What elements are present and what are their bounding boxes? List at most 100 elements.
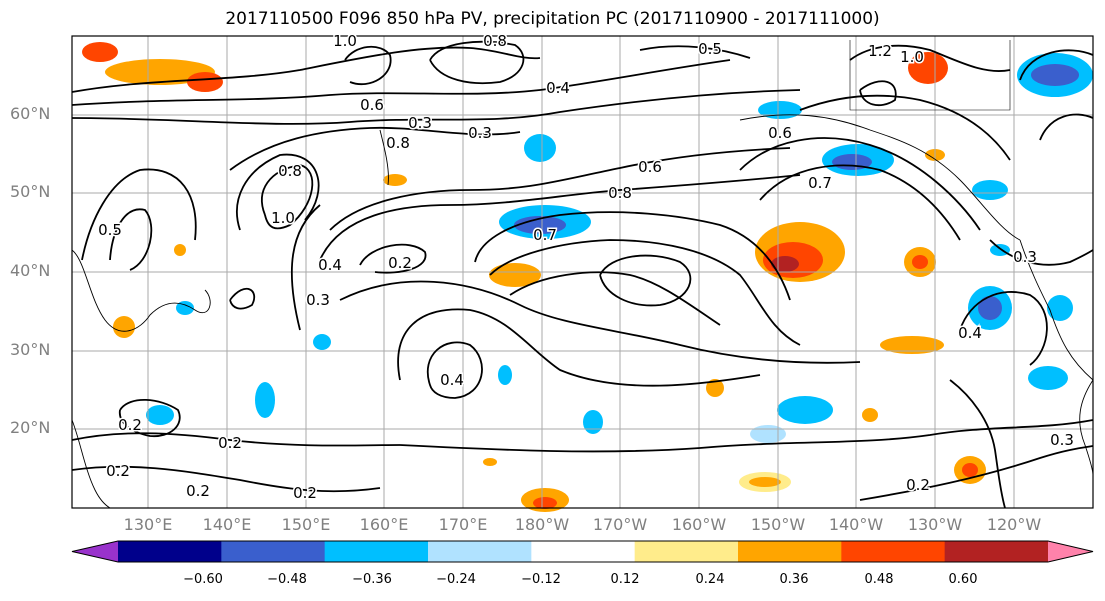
coastlines [71, 40, 1094, 509]
precip-patch [880, 336, 944, 354]
pv-contour [109, 208, 153, 271]
lat-label: 40°N [10, 261, 51, 280]
pv-contour [1019, 49, 1094, 81]
colorbar [71, 540, 1094, 563]
colorbar-tick-label: −0.24 [436, 572, 476, 587]
pv-contour [71, 89, 801, 125]
precip-patch [524, 134, 556, 162]
pv-contour [236, 153, 320, 231]
lon-label: 160°E [359, 515, 409, 534]
pv-contour [849, 44, 1011, 72]
colorbar-swatch [118, 541, 222, 562]
pv-contour [81, 168, 197, 261]
contour-label: 0.4 [546, 79, 570, 97]
lon-label: 140°E [202, 515, 252, 534]
colorbar-tick-label: 0.36 [779, 572, 809, 587]
precip-patch [514, 216, 566, 234]
colorbar-swatch [634, 541, 739, 562]
contour-label: 1.0 [271, 209, 295, 227]
precip-patch [174, 244, 186, 256]
colorbar-swatch [72, 541, 118, 562]
pv-contour [859, 445, 1094, 501]
contour-label: 0.3 [1013, 248, 1037, 266]
lon-label: 180°W [514, 515, 570, 534]
contour-label: 0.8 [483, 32, 507, 50]
coastline [379, 129, 389, 186]
coastline [71, 419, 111, 509]
contour-label: 0.3 [306, 291, 330, 309]
precip-patch [777, 396, 833, 424]
pv-contour [639, 45, 751, 59]
contour-label: 0.5 [98, 221, 122, 239]
coastline [849, 40, 1011, 111]
lat-label: 30°N [10, 340, 51, 359]
contour-label: 1.0 [333, 32, 357, 50]
lon-label: 150°E [281, 515, 331, 534]
precip-patch [972, 180, 1008, 200]
precip-patch [706, 379, 724, 397]
pv-contour [319, 174, 801, 261]
pv-contour [71, 59, 731, 106]
pv-contour [1039, 113, 1094, 141]
colorbar-swatch [428, 541, 532, 562]
colorbar-tick-label: 0.60 [948, 572, 978, 587]
lat-label: 60°N [10, 104, 51, 123]
contour-label: 0.8 [386, 134, 410, 152]
colorbar-swatch [738, 541, 842, 562]
colorbar-swatch [841, 541, 946, 562]
colorbar-outline [71, 540, 1094, 563]
precip-patch [105, 59, 215, 85]
pv-contour [71, 465, 381, 493]
lon-label: 170°W [592, 515, 648, 534]
precip-patch [1031, 64, 1079, 86]
contour-label: 0.2 [118, 416, 142, 434]
contour-label: 0.3 [1050, 431, 1074, 449]
colorbar-tick-label: −0.60 [183, 572, 223, 587]
contour-label: 0.4 [958, 324, 982, 342]
colorbar-tick-label: 0.24 [695, 572, 725, 587]
lon-label: 140°W [828, 515, 884, 534]
contour-label: 0.8 [278, 162, 302, 180]
pv-contour [509, 271, 721, 326]
lon-label: 120°W [986, 515, 1042, 534]
coastline [1079, 379, 1094, 476]
contour-label: 0.6 [638, 158, 662, 176]
pv-contour [739, 137, 981, 231]
precip-patch [749, 477, 781, 487]
coastline [71, 249, 211, 332]
colorbar-tick-label: −0.36 [352, 572, 392, 587]
pv-contour [759, 164, 961, 241]
pv-contour [344, 46, 392, 86]
precip-patch [908, 52, 948, 84]
contour-label: 0.2 [388, 254, 412, 272]
precip-patch [187, 72, 223, 92]
precip-patch [176, 301, 194, 315]
contour-label: 0.8 [608, 184, 632, 202]
colorbar-tick-label: −0.48 [267, 572, 307, 587]
precip-patch [489, 263, 541, 287]
pv-contour [949, 379, 1006, 509]
colorbar-tick-label: 0.48 [864, 572, 894, 587]
lat-label: 50°N [10, 182, 51, 201]
lon-label: 130°W [907, 515, 963, 534]
precip-patch [498, 365, 512, 385]
contour-label: 0.6 [360, 96, 384, 114]
contour-label: 0.2 [218, 434, 242, 452]
pv-contour [399, 419, 1094, 453]
contour-label: 1.0 [900, 48, 924, 66]
lon-label: 170°E [438, 515, 488, 534]
pv-contour [359, 243, 427, 274]
contour-label: 1.2 [868, 42, 892, 60]
colorbar-swatch [531, 541, 636, 562]
lat-label: 20°N [10, 418, 51, 437]
precip-patch [313, 334, 331, 350]
contour-label: 0.3 [468, 124, 492, 142]
pv-contour [229, 287, 255, 310]
contour-label: 0.4 [440, 371, 464, 389]
contour-label: 0.6 [768, 124, 792, 142]
pv-contour [799, 94, 1011, 161]
colorbar-swatch [944, 541, 1049, 562]
contour-label: 0.2 [106, 462, 130, 480]
precip-patch [862, 408, 878, 422]
